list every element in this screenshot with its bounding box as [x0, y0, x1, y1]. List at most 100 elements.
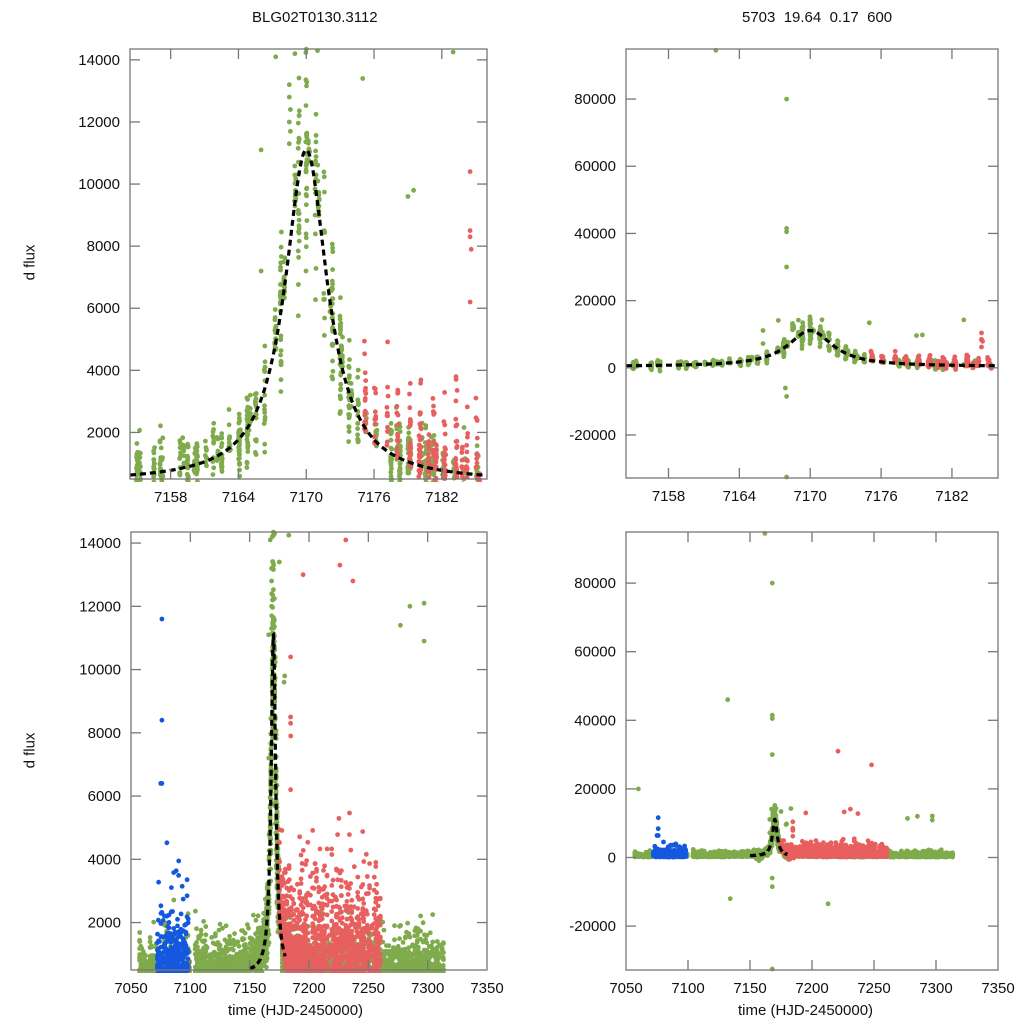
data-point: [330, 245, 335, 251]
data-point: [286, 94, 292, 100]
data-point: [389, 972, 393, 973]
data-point: [372, 421, 378, 427]
data-point: [407, 974, 412, 979]
data-point: [784, 226, 789, 231]
x-tick-label: 7164: [222, 489, 255, 506]
data-point: [162, 973, 167, 978]
data-point: [222, 972, 226, 973]
data-point: [464, 442, 470, 448]
model-curve: [626, 328, 998, 368]
data-point: [193, 908, 198, 914]
data-point: [338, 974, 343, 979]
data-point: [296, 255, 301, 260]
data-point: [262, 343, 268, 349]
data-points: [134, 46, 483, 482]
data-point: [200, 974, 205, 979]
data-point: [790, 327, 795, 333]
data-point: [843, 346, 848, 351]
data-point: [153, 972, 155, 973]
data-point: [474, 418, 480, 423]
data-point: [400, 940, 406, 945]
data-point: [183, 972, 186, 973]
data-point: [245, 922, 250, 927]
data-point: [780, 340, 786, 346]
data-point: [367, 974, 372, 979]
data-point: [144, 972, 147, 973]
data-point: [211, 439, 217, 445]
data-point: [203, 924, 209, 929]
data-point: [303, 139, 309, 145]
data-point: [338, 396, 343, 402]
data-point: [186, 972, 190, 973]
data-point: [236, 451, 242, 457]
data-point: [212, 933, 218, 939]
data-points: [137, 529, 446, 979]
data-point: [278, 244, 284, 250]
data-point: [800, 327, 806, 332]
data-point: [262, 392, 268, 398]
data-point: [396, 974, 401, 979]
y-tick-label: 14000: [78, 52, 120, 69]
data-point: [453, 416, 459, 422]
data-point: [278, 333, 284, 339]
data-point: [245, 445, 251, 451]
data-point: [278, 289, 283, 295]
data-point: [184, 972, 188, 973]
data-point: [152, 461, 157, 467]
data-point: [385, 424, 390, 430]
data-point: [398, 923, 403, 928]
data-point: [219, 456, 225, 461]
data-point: [408, 453, 413, 458]
data-point: [185, 472, 191, 478]
data-point: [354, 972, 357, 973]
data-point: [407, 417, 413, 422]
data-point: [467, 234, 473, 240]
data-point: [288, 128, 293, 134]
data-point: [194, 972, 196, 973]
data-point: [385, 429, 390, 434]
data-point: [392, 923, 397, 929]
data-point: [337, 331, 343, 337]
data-point: [137, 937, 143, 943]
data-point: [177, 441, 183, 446]
data-point: [198, 931, 204, 937]
data-point: [362, 338, 367, 344]
data-point: [261, 421, 267, 426]
x-tick-label: 7158: [652, 488, 685, 505]
data-point: [278, 264, 283, 270]
data-point: [371, 434, 377, 440]
data-point: [163, 974, 168, 979]
data-point: [202, 973, 207, 978]
data-point: [880, 356, 885, 362]
data-point: [204, 972, 208, 973]
data-point: [137, 930, 143, 935]
data-point: [397, 974, 402, 979]
data-point: [213, 974, 218, 979]
data-point: [237, 418, 243, 424]
data-point: [313, 972, 316, 973]
data-point: [388, 431, 394, 437]
data-point: [422, 973, 427, 978]
data-point: [347, 357, 352, 362]
data-point: [392, 974, 397, 979]
data-point: [205, 972, 209, 973]
data-point: [252, 450, 258, 455]
data-point: [346, 380, 352, 385]
data-point: [217, 942, 223, 948]
data-point: [194, 471, 199, 477]
data-point: [385, 384, 390, 390]
data-point: [278, 377, 284, 383]
data-point: [420, 920, 426, 926]
data-point: [961, 317, 967, 323]
data-point: [405, 468, 411, 474]
data-point: [339, 972, 341, 973]
data-point: [385, 972, 389, 973]
data-point: [262, 403, 267, 409]
data-point: [177, 456, 183, 461]
data-point: [212, 972, 216, 973]
data-point: [210, 972, 214, 973]
data-point: [434, 454, 440, 460]
x-tick-label: 7176: [357, 489, 390, 506]
data-point: [460, 481, 464, 482]
